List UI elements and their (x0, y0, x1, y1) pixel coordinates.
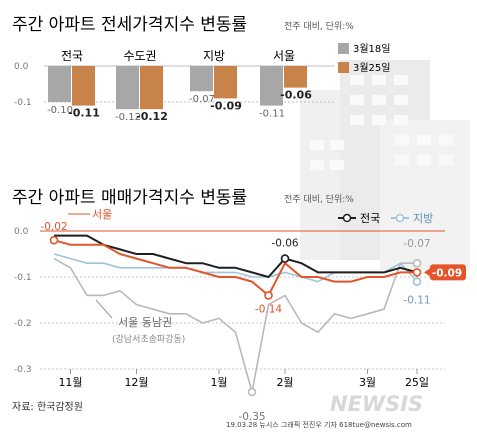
annotation-label: -0.06 (271, 238, 298, 250)
seoul-series-label: 서울 (92, 208, 112, 221)
x-tick-label: 12월 (124, 376, 148, 389)
legend-label-local: 지방 (413, 212, 433, 225)
bar-value-label: -0.11 (259, 109, 285, 120)
annotation-marker (412, 258, 422, 268)
line-series-national (54, 234, 418, 278)
building-illustration (300, 60, 470, 270)
newsis-watermark-logo: NEWSIS (330, 392, 423, 416)
legend-swatch-0325 (338, 62, 349, 73)
annotation-label: -0.35 (238, 411, 265, 423)
annotation-label: -0.07 (403, 238, 430, 250)
x-tick-label: 1월 (210, 376, 227, 389)
bar-y-tick-1: -0.1 (14, 98, 32, 108)
latest-value-badge (430, 264, 466, 281)
bar-chart-title: 주간 아파트 전세가격지수 변동률 (12, 15, 247, 35)
bar-value-label: -0.06 (280, 89, 312, 102)
bar-category-label: 수도권 (123, 49, 156, 63)
line-series-gangnam (53, 257, 417, 393)
annotation-marker (412, 268, 422, 277)
bar-0318-0 (48, 66, 71, 102)
line-y-tick-2: -0.2 (14, 319, 32, 329)
credit-text: 19.03.28 뉴시스 그래픽 전진우 기자 618tue@newsis.co… (226, 420, 412, 429)
bar-0325-3 (284, 66, 307, 88)
bar-value-label: -0.12 (115, 112, 141, 123)
bar-value-label: -0.09 (210, 99, 242, 112)
line-y-tick-0: 0.0 (14, 227, 29, 237)
annotation-marker (247, 387, 257, 397)
line-y-tick-1: -0.1 (14, 273, 32, 283)
line-y-tick-3: -0.3 (14, 365, 32, 375)
x-tick-label: 25일 (405, 375, 429, 389)
bar-0318-1 (116, 66, 139, 110)
bar-group: 전국-0.10-0.11수도권-0.12-0.12지방-0.07-0.09서울-… (47, 49, 312, 123)
gangnam-series-label: 서울 동남권 (118, 316, 172, 329)
sale-price-line-chart: 주간 아파트 매매가격지수 변동률 전주 대비, 단위:% 전국 지방 0.0 … (12, 188, 466, 423)
bar-value-label: -0.11 (68, 107, 100, 120)
x-tick-label: 3월 (359, 376, 376, 389)
bar-category-label: 서울 (273, 49, 295, 63)
annotation-label: -0.11 (403, 295, 430, 307)
annotation-label: -0.02 (40, 221, 67, 233)
legend-swatch-0318 (338, 43, 349, 54)
bar-y-tick-0: 0.0 (14, 62, 29, 72)
bar-0325-0 (72, 66, 95, 106)
legend-marker-local (395, 213, 405, 223)
gangnam-series-sublabel: (강남서초송파강동) (112, 334, 185, 345)
legend-label-national: 전국 (360, 212, 380, 225)
latest-value-badge-pointer (424, 268, 430, 277)
line-legend: 전국 지방 (338, 212, 433, 225)
annotation-group: -0.02 -0.14 -0.06 -0.35 -0.07 -0.11 -0.09 (40, 221, 466, 423)
bar-0318-3 (260, 66, 283, 106)
bar-value-label: -0.12 (136, 110, 168, 123)
x-axis-ticks: 11월 12월 1월 2월 3월 25일 (58, 369, 429, 389)
annotation-marker (264, 291, 273, 300)
line-series-seoul (53, 239, 417, 297)
x-tick-label: 2월 (276, 376, 293, 389)
annotation-label: -0.09 (432, 267, 462, 279)
annotation-label: -0.14 (255, 303, 282, 315)
bar-value-label: -0.07 (189, 94, 215, 105)
gangnam-label-leader (95, 299, 113, 319)
line-chart-title: 주간 아파트 매매가격지수 변동률 (12, 188, 247, 208)
bar-0325-1 (140, 66, 163, 110)
jeonse-bar-chart: 주간 아파트 전세가격지수 변동률 전주 대비, 단위:% 0.0 -0.1 전… (12, 15, 391, 123)
bar-chart-subtitle: 전주 대비, 단위:% (284, 21, 354, 32)
source-text: 자료: 한국감정원 (12, 401, 83, 413)
legend-label-0318: 3월18일 (353, 43, 391, 55)
legend-marker-national (342, 213, 352, 223)
bar-0325-2 (214, 66, 237, 99)
line-series-group (53, 234, 418, 393)
line-chart-subtitle: 전주 대비, 단위:% (284, 194, 354, 205)
legend-label-0325: 3월25일 (353, 62, 391, 74)
bar-0318-2 (190, 66, 213, 92)
annotation-marker (280, 254, 290, 263)
annotation-marker (49, 235, 59, 245)
annotation-marker (412, 277, 422, 286)
bar-category-label: 전국 (61, 49, 83, 63)
x-tick-label: 11월 (58, 376, 82, 389)
bar-value-label: -0.10 (47, 105, 73, 116)
bar-category-label: 지방 (203, 49, 225, 63)
